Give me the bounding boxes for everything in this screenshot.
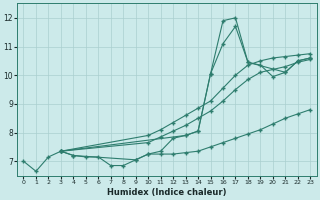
X-axis label: Humidex (Indice chaleur): Humidex (Indice chaleur) [107, 188, 227, 197]
